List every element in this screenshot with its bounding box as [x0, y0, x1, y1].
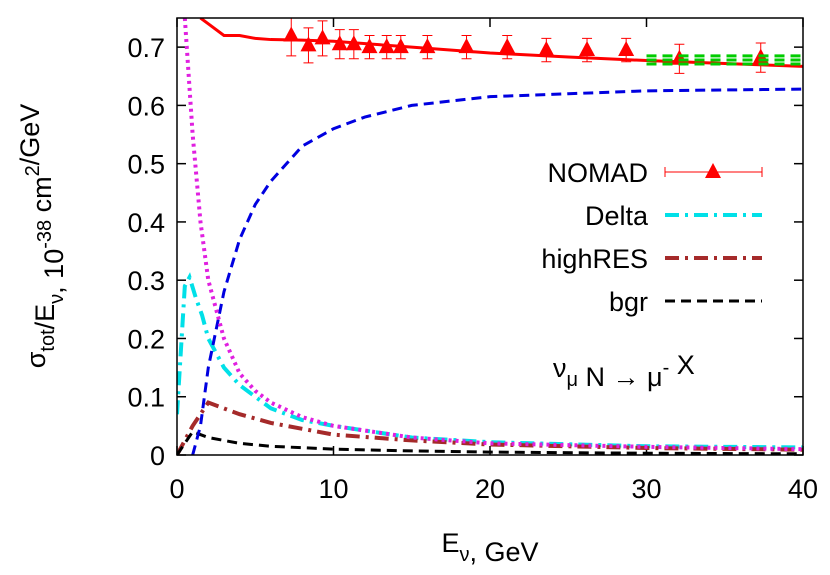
- label-part: X: [669, 350, 695, 380]
- data-line: [177, 272, 803, 450]
- y-tick-label: 0.3: [127, 266, 165, 296]
- label-part: tot: [37, 329, 59, 352]
- legend-symbol: [705, 163, 721, 178]
- label-part: cm: [27, 176, 57, 220]
- annotation: νμ N → μ- X: [553, 350, 695, 392]
- data-point: [499, 38, 516, 54]
- data-point: [538, 41, 555, 57]
- x-axis-label: Eν, GeV: [441, 528, 538, 567]
- data-point: [618, 41, 635, 57]
- x-tick-label: 30: [631, 474, 661, 504]
- plot-area: [177, 18, 803, 455]
- label-part: 2: [22, 165, 44, 176]
- y-tick-label: 0: [150, 441, 165, 471]
- label-part: ν: [553, 353, 567, 383]
- label-part: ν: [46, 294, 68, 304]
- y-tick-label: 0.4: [127, 208, 165, 238]
- label-part: , GeV: [469, 537, 538, 567]
- label-part: /E: [30, 304, 60, 330]
- data-point: [300, 36, 317, 52]
- x-tick-label: 40: [788, 474, 818, 504]
- label-part: σ: [21, 351, 51, 368]
- y-axis-label: σtot/Eν, 10-38 cm2/GeV: [15, 104, 69, 369]
- data-point: [283, 26, 300, 42]
- y-tick-label: 0.6: [127, 91, 165, 121]
- y-tick-label: 0.7: [127, 33, 165, 63]
- label-part: -38: [34, 220, 56, 249]
- y-tick-label: 0.5: [127, 150, 165, 180]
- label-part: ν: [459, 544, 469, 566]
- data-point: [458, 38, 475, 54]
- y-tick-label: 0.1: [127, 383, 165, 413]
- plot-frame: [176, 17, 804, 456]
- x-tick-label: 20: [475, 474, 505, 504]
- label-part: N → μ: [578, 362, 663, 392]
- x-tick-label: 10: [318, 474, 348, 504]
- data-point: [419, 38, 436, 54]
- legend-label: highRES: [541, 244, 648, 274]
- data-line: [177, 429, 803, 455]
- data-point: [361, 38, 378, 54]
- data-point: [579, 41, 596, 57]
- label-part: , 10: [39, 249, 69, 294]
- y-tick-label: 0.2: [127, 324, 165, 354]
- data-line: [191, 87, 803, 455]
- data-line: [199, 18, 803, 68]
- label-part: -: [663, 357, 670, 379]
- legend-label: bgr: [609, 287, 648, 317]
- x-tick-label: 0: [169, 474, 184, 504]
- legend-label: NOMAD: [548, 158, 649, 188]
- label-part: μ: [567, 369, 579, 391]
- legend-label: Delta: [585, 201, 649, 231]
- data-line: [182, 18, 803, 452]
- label-part: E: [441, 528, 459, 558]
- label-part: /GeV: [15, 104, 45, 166]
